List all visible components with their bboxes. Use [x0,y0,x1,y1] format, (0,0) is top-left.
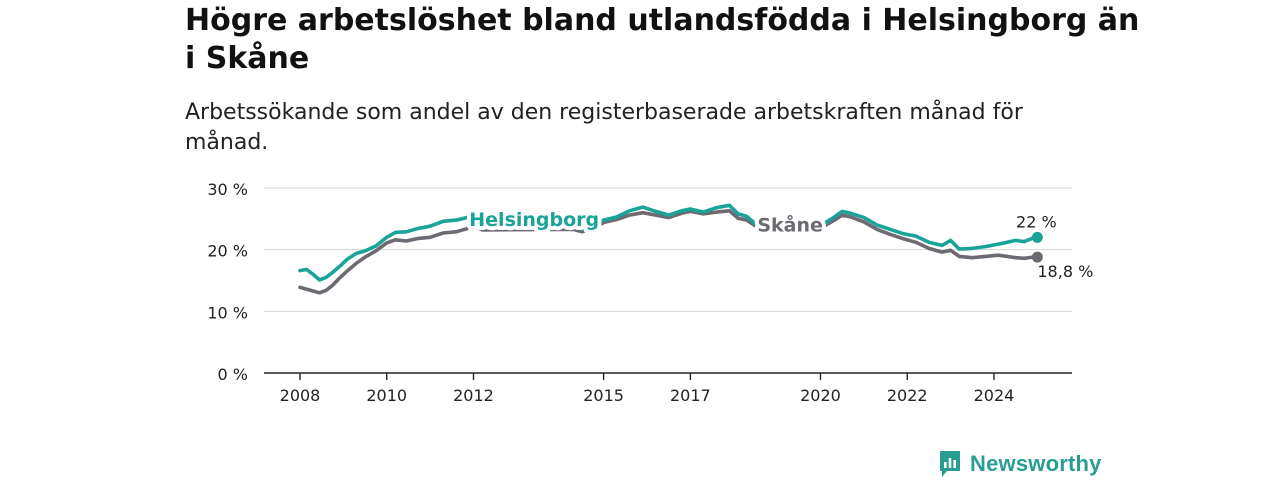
brand-logo: Newsworthy [938,448,1102,480]
end-label-helsingborg: 22 % [1016,212,1057,231]
x-tick-label: 2024 [974,386,1015,405]
chart-subtitle: Arbetssökande som andel av den registerb… [185,100,1023,155]
end-label-skane: 18,8 % [1037,262,1093,281]
x-tick-label: 2015 [583,386,624,405]
newsworthy-logo-icon [940,451,960,477]
x-tick-label: 2010 [366,386,407,405]
y-tick-label: 30 % [207,180,248,199]
chart-title: Högre arbetslöshet bland utlandsfödda i … [185,3,1140,76]
series-line-skane [298,209,1040,295]
end-point-skane [1031,251,1043,263]
series-label-helsingborg: Helsingborg [469,209,599,231]
y-tick-label: 0 % [218,365,248,384]
y-tick-label: 20 % [207,242,248,261]
x-tick-label: 2022 [887,386,928,405]
x-tick-label: 2020 [800,386,841,405]
x-tick-label: 2008 [280,386,321,405]
series-label-skane: Skåne [757,213,823,237]
x-tick-label: 2017 [670,386,711,405]
y-tick-label: 10 % [207,303,248,322]
x-tick-label: 2012 [453,386,494,405]
end-point-helsingborg [1031,231,1043,243]
series-line-helsingborg [298,203,1040,282]
brand-name: Newsworthy [970,451,1102,476]
